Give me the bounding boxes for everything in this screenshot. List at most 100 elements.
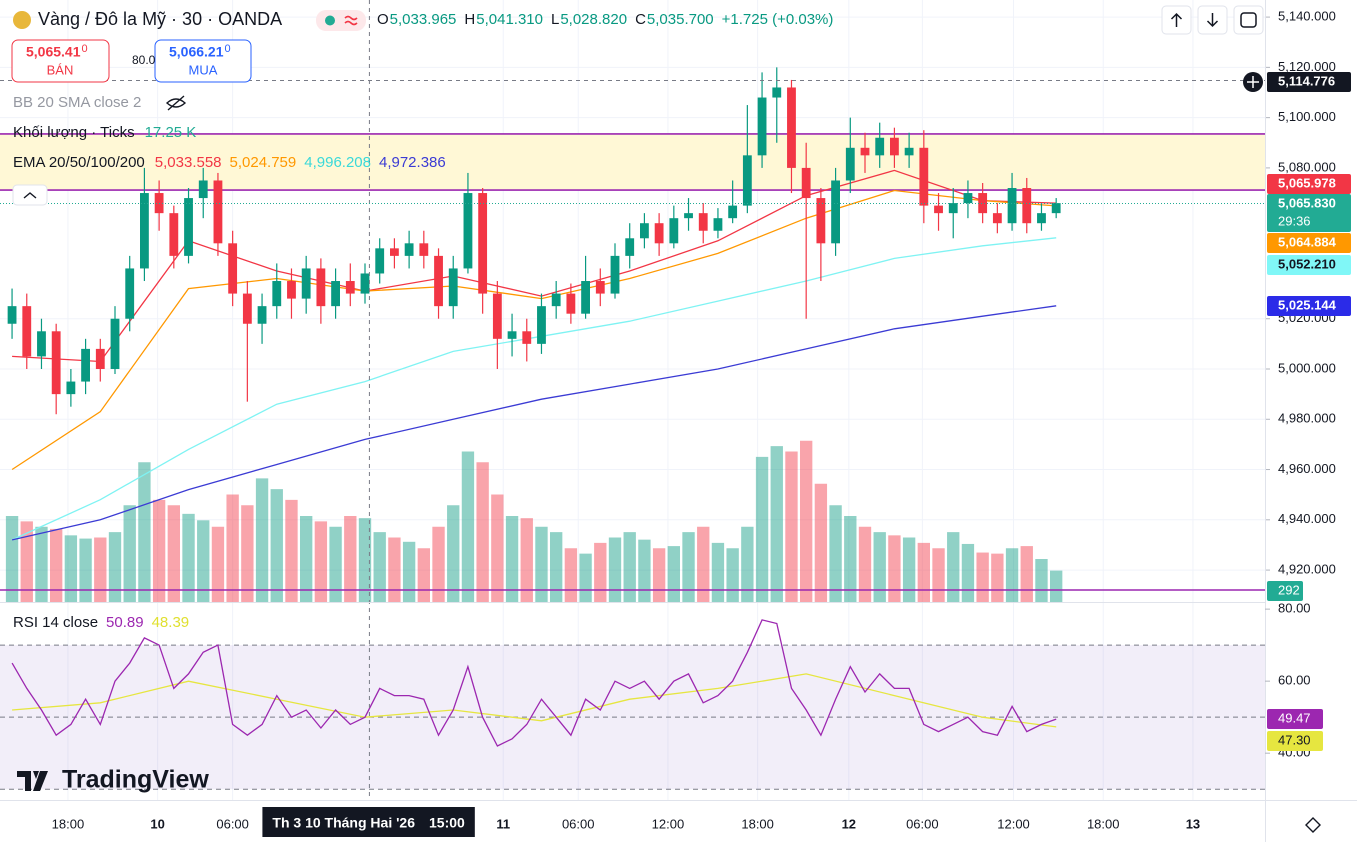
hide-icon[interactable] bbox=[165, 95, 187, 111]
candle-body bbox=[963, 193, 973, 204]
volume-bar bbox=[594, 542, 607, 602]
sell-button[interactable] bbox=[11, 39, 110, 83]
candle-body bbox=[316, 268, 326, 307]
y-tick-label: 5,140.000 bbox=[1278, 9, 1336, 24]
y-tick-label: 4,940.000 bbox=[1278, 511, 1336, 526]
candle-body bbox=[110, 318, 120, 369]
logo-mark bbox=[17, 771, 48, 791]
volume-bar bbox=[344, 516, 357, 602]
candle-body bbox=[51, 331, 61, 395]
volume-bar bbox=[844, 516, 857, 602]
candle-body bbox=[360, 273, 370, 294]
volume-bar bbox=[976, 552, 989, 602]
down-icon bbox=[1206, 13, 1219, 28]
x-tick-label: 13 bbox=[1186, 816, 1200, 831]
chart-title: Vàng / Đô la Mỹ · 30 · OANDA bbox=[38, 9, 282, 29]
volume-bar bbox=[329, 526, 342, 602]
volume-bar bbox=[197, 520, 210, 602]
volume-bar bbox=[35, 526, 48, 602]
volume-bar bbox=[50, 528, 63, 602]
volume-bar bbox=[697, 526, 710, 602]
candle-body bbox=[287, 281, 296, 299]
candle-body bbox=[184, 198, 193, 256]
candle-body bbox=[37, 331, 46, 357]
x-tick-label: 10 bbox=[150, 816, 164, 831]
ohlc-key: H bbox=[464, 11, 475, 28]
candle-body bbox=[448, 268, 458, 307]
x-tick-label: 12:00 bbox=[997, 816, 1030, 831]
candle-body bbox=[698, 213, 708, 231]
buy-label: MUA bbox=[189, 62, 218, 77]
crosshair-date: Th 3 10 Tháng Hai '26 bbox=[272, 815, 415, 831]
y-tick-label: 5,000.000 bbox=[1278, 360, 1336, 375]
volume-bar bbox=[520, 518, 533, 602]
volume-bar bbox=[182, 513, 195, 602]
candle-body bbox=[22, 306, 32, 357]
change: +1.725 (+0.03%) bbox=[722, 11, 834, 28]
symbol-icon bbox=[13, 11, 31, 29]
price-label-box bbox=[1267, 296, 1351, 316]
candle-body bbox=[610, 255, 620, 294]
candle-body bbox=[66, 381, 76, 395]
candle-body bbox=[419, 243, 429, 256]
x-tick-label: 06:00 bbox=[216, 816, 249, 831]
volume-bar bbox=[241, 505, 254, 602]
ema-legend-value: 5,024.759 bbox=[230, 154, 297, 171]
volume bbox=[5, 440, 1063, 602]
x-tick-label: 06:00 bbox=[562, 816, 595, 831]
volume-bar bbox=[1035, 559, 1048, 602]
volume-bar bbox=[432, 526, 445, 602]
buy-button[interactable] bbox=[154, 39, 252, 83]
candle-body bbox=[875, 137, 885, 156]
volume-bar bbox=[1020, 546, 1033, 602]
candle-body bbox=[669, 218, 679, 244]
x-tick-label: 11 bbox=[496, 816, 510, 831]
volume-bar bbox=[638, 539, 651, 602]
candle-body bbox=[272, 281, 282, 307]
sell-label: BÁN bbox=[47, 62, 74, 77]
candle-body bbox=[551, 293, 561, 307]
maximize-icon bbox=[1240, 12, 1257, 28]
candle-body bbox=[566, 293, 576, 314]
candle-body bbox=[581, 281, 590, 314]
volume-bar bbox=[564, 548, 578, 602]
candle-body bbox=[654, 223, 664, 244]
candle-body bbox=[757, 97, 767, 156]
volume-bar bbox=[814, 483, 828, 602]
candle-body bbox=[375, 248, 385, 274]
ohlc-value: 5,041.310 bbox=[476, 11, 543, 28]
candle-body bbox=[801, 167, 811, 199]
ema-legend-label: EMA 20/50/100/200 bbox=[13, 154, 145, 171]
candle-body bbox=[257, 306, 267, 324]
ema-legend-value: 4,996.208 bbox=[304, 154, 371, 171]
volume-bar bbox=[623, 532, 636, 602]
status-icon bbox=[344, 15, 358, 26]
candle-body bbox=[845, 147, 855, 181]
price-label-box bbox=[1267, 233, 1351, 253]
candle-body bbox=[1007, 188, 1017, 224]
volume-bar bbox=[300, 516, 313, 602]
status-dot bbox=[325, 15, 335, 26]
maximize-button[interactable] bbox=[1233, 5, 1264, 35]
rsi-ma-label: 47.30 bbox=[1278, 732, 1311, 747]
zone bbox=[0, 133, 1265, 191]
volume-bar bbox=[226, 494, 239, 602]
candle-body bbox=[404, 243, 414, 256]
settings-icon[interactable] bbox=[1305, 817, 1321, 833]
volume-bar bbox=[535, 526, 548, 602]
volume-bar bbox=[608, 537, 622, 602]
price-label-box bbox=[1267, 255, 1351, 275]
candle-body bbox=[742, 155, 752, 206]
volume-bar bbox=[94, 537, 107, 602]
y-tick-label: 5,080.000 bbox=[1278, 159, 1336, 174]
candle-body bbox=[522, 331, 532, 344]
volume-bar bbox=[417, 548, 430, 602]
candle-body bbox=[772, 87, 782, 98]
bb-legend: BB 20 SMA close 2 bbox=[13, 94, 141, 111]
collapse-button[interactable] bbox=[12, 184, 48, 206]
volume-bar bbox=[873, 532, 886, 602]
volume-label: 292 bbox=[1278, 582, 1300, 597]
volume-label-box bbox=[1267, 581, 1303, 601]
candle-body bbox=[831, 180, 840, 244]
